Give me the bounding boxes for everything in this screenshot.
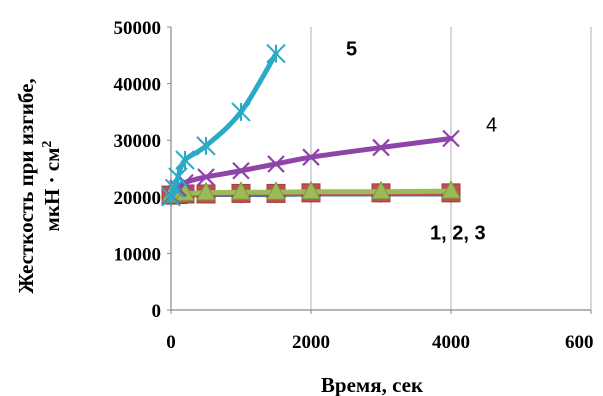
x-tick-label: 4000: [432, 332, 470, 353]
data-point: [197, 168, 215, 186]
data-point: [168, 167, 188, 187]
y-tick-labels: 0 10000 20000 30000 40000 50000: [114, 18, 162, 322]
data-point: [301, 180, 321, 200]
data-point: [231, 181, 251, 200]
data-point: [302, 148, 320, 166]
y-tick-label: 20000: [114, 188, 162, 209]
y-tick-label: 10000: [114, 244, 162, 265]
data-point: [231, 102, 251, 122]
data-point: [196, 181, 216, 201]
y-tick-label: 50000: [114, 18, 162, 39]
series-label: 4: [486, 115, 497, 137]
data-point: [371, 180, 391, 200]
data-point: [175, 150, 195, 170]
data-point: [441, 180, 461, 199]
data-point: [266, 181, 286, 200]
data-point: [196, 136, 216, 156]
y-axis-unit: мкН · см: [40, 148, 64, 232]
data-point: [372, 138, 390, 157]
series-label: 5: [346, 38, 357, 60]
x-tick-labels: 0 2000 4000 600: [166, 332, 593, 353]
y-tick-label: 0: [152, 301, 162, 322]
series-group: [161, 43, 461, 207]
grid-lines: [310, 27, 592, 310]
y-axis-title: Жесткость при изгибе, мкН · см2: [14, 78, 64, 293]
x-tick-label: 600: [565, 332, 594, 353]
data-point: [164, 178, 185, 199]
axes: [167, 26, 592, 314]
series-label: 1, 2, 3: [430, 222, 486, 244]
series-3: [161, 180, 461, 203]
y-tick-label: 40000: [114, 75, 162, 96]
y-axis-title-line1: Жесткость при изгибе,: [14, 78, 38, 293]
x-tick-label: 0: [166, 332, 176, 353]
y-axis-title-line2: мкН · см2: [40, 141, 64, 232]
data-point: [267, 155, 285, 173]
series-5: [161, 43, 286, 207]
y-tick-label: 30000: [114, 131, 162, 152]
data-point: [232, 161, 250, 180]
x-tick-label: 2000: [292, 332, 330, 353]
data-point: [442, 129, 460, 148]
y-axis-unit-exponent: 2: [40, 141, 55, 148]
annotations: 5 4 1, 2, 3: [346, 38, 497, 244]
data-point: [266, 43, 286, 64]
x-axis-title: Время, сек: [321, 373, 424, 396]
